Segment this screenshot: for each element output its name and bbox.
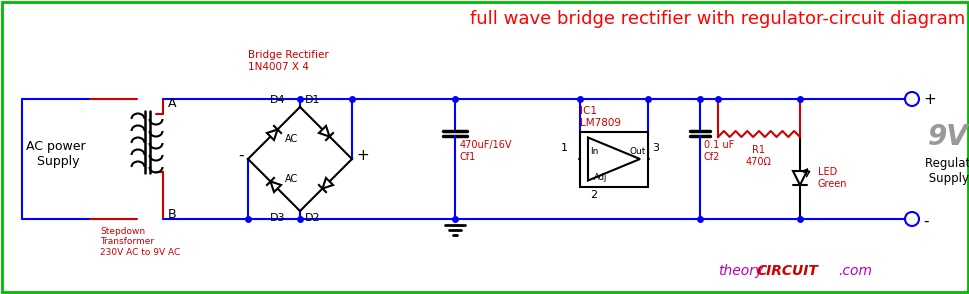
Polygon shape xyxy=(793,171,806,185)
Text: D4: D4 xyxy=(269,95,285,105)
Text: .com: .com xyxy=(837,264,871,278)
Text: Bridge Rectifier
1N4007 X 4: Bridge Rectifier 1N4007 X 4 xyxy=(248,50,328,72)
Polygon shape xyxy=(270,181,281,192)
Text: R1
470Ω: R1 470Ω xyxy=(745,145,771,167)
Text: full wave bridge rectifier with regulator-circuit diagram: full wave bridge rectifier with regulato… xyxy=(469,10,964,28)
Text: +: + xyxy=(922,91,935,106)
Text: theory: theory xyxy=(717,264,763,278)
Text: 3: 3 xyxy=(651,143,658,153)
Text: 9V: 9V xyxy=(927,123,968,151)
Text: D3: D3 xyxy=(269,213,285,223)
Polygon shape xyxy=(319,126,329,136)
Text: 1: 1 xyxy=(560,143,568,153)
Text: -: - xyxy=(238,148,244,163)
Text: In: In xyxy=(589,147,598,156)
Text: 2: 2 xyxy=(589,190,597,200)
Text: 0.1 uF
Cf2: 0.1 uF Cf2 xyxy=(703,140,734,162)
Bar xyxy=(579,131,647,186)
Text: -: - xyxy=(922,213,927,228)
Polygon shape xyxy=(322,178,332,188)
Polygon shape xyxy=(266,129,277,140)
Text: +: + xyxy=(356,148,368,163)
Circle shape xyxy=(904,92,918,106)
Text: CIRCUIT: CIRCUIT xyxy=(756,264,818,278)
Text: LED
Green: LED Green xyxy=(817,167,847,189)
Text: AC: AC xyxy=(285,134,298,144)
Polygon shape xyxy=(587,138,640,181)
Text: Adj: Adj xyxy=(593,173,607,183)
Text: 470uF/16V
Cf1: 470uF/16V Cf1 xyxy=(459,140,512,162)
Text: AC: AC xyxy=(285,174,298,184)
Text: D1: D1 xyxy=(304,95,320,105)
Text: IC1
LM7809: IC1 LM7809 xyxy=(579,106,620,128)
Circle shape xyxy=(904,212,918,226)
Text: Regulated DC
 Supply: Regulated DC Supply xyxy=(924,157,969,185)
Text: Stepdown
Transformer
230V AC to 9V AC: Stepdown Transformer 230V AC to 9V AC xyxy=(100,227,180,257)
Text: A: A xyxy=(168,97,176,110)
Text: B: B xyxy=(168,208,176,221)
Text: D2: D2 xyxy=(304,213,321,223)
Text: Out: Out xyxy=(629,147,645,156)
Text: AC power
 Supply: AC power Supply xyxy=(26,140,85,168)
